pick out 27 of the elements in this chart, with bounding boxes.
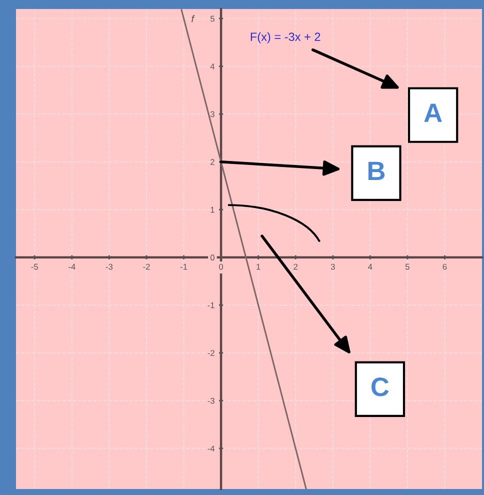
x-tick-label: 4 bbox=[368, 264, 372, 270]
x-tick-label: -2 bbox=[143, 264, 150, 270]
x-tick-label: -3 bbox=[106, 264, 113, 270]
y-tick-label: -3 bbox=[208, 398, 214, 404]
y-tick-label: -1 bbox=[208, 302, 214, 308]
y-tick-label: 3 bbox=[210, 111, 214, 118]
annotation: A bbox=[424, 104, 442, 122]
x-tick-label: -4 bbox=[68, 264, 76, 270]
x-tick-label: 3 bbox=[330, 264, 335, 270]
annotation: C bbox=[372, 378, 389, 396]
y-tick-label: 0 bbox=[210, 254, 214, 260]
x-tick-label: 0 bbox=[219, 264, 224, 270]
x-tick-label: 6 bbox=[442, 264, 447, 270]
series-label: f bbox=[192, 15, 195, 22]
y-tick-label: 4 bbox=[210, 64, 215, 70]
x-tick-label: -5 bbox=[31, 264, 38, 270]
y-tick-label: 5 bbox=[210, 16, 214, 22]
x-tick-label: 5 bbox=[405, 264, 410, 270]
y-tick-label: 1 bbox=[210, 206, 214, 213]
x-tick-label: 2 bbox=[294, 264, 298, 270]
x-tick-label: -1 bbox=[180, 264, 188, 270]
y-tick-label: -2 bbox=[208, 350, 214, 356]
x-tick-label: 1 bbox=[256, 264, 260, 270]
y-tick-label: -4 bbox=[208, 446, 215, 452]
y-tick-label: 2 bbox=[210, 159, 214, 165]
annotation: F(x) = -3x + 2 bbox=[250, 32, 320, 44]
annotation: B bbox=[368, 162, 385, 180]
